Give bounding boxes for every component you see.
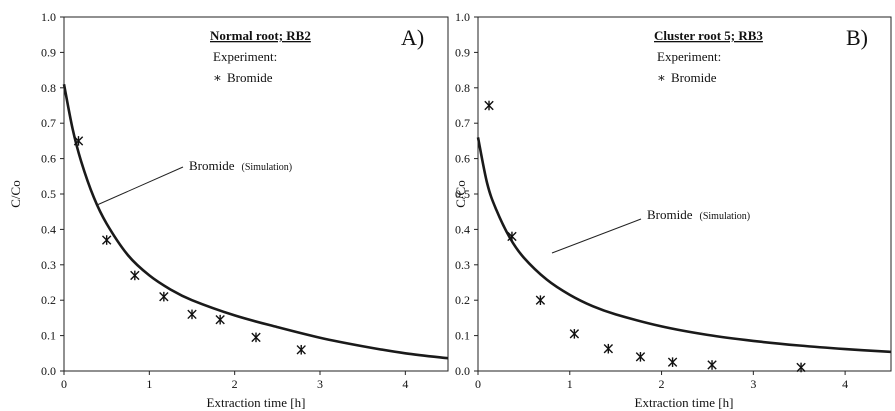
panel-b-experiment-point	[796, 362, 806, 373]
panel-b-x-tick-label: 0	[475, 377, 481, 391]
panel-a-x-tick-label: 1	[146, 377, 152, 391]
panel-b-y-tick-label: 0.1	[455, 329, 470, 343]
panel-a-experiment-point	[73, 136, 84, 146]
panel-a-experiment-point	[187, 309, 197, 320]
panel-b-experiment-point	[535, 295, 546, 305]
panel-b-title: Cluster root 5; RB3	[654, 28, 763, 43]
panel-b-experiment-point	[667, 357, 678, 367]
panel-b-experiment-point	[707, 360, 717, 370]
panel-b-y-axis-label: C/Co	[453, 180, 468, 207]
panel-b-x-tick-label: 1	[567, 377, 573, 391]
panel-a-x-tick-label: 3	[317, 377, 323, 391]
panel-a-experiment-point	[215, 314, 225, 325]
panel-a-y-tick-label: 0.4	[41, 222, 56, 236]
panel-a-x-axis: 0 1 2 3 4	[61, 371, 408, 391]
panel-b-annotation-small: (Simulation)	[700, 211, 751, 222]
panel-a-y-tick-label: 0.0	[41, 364, 56, 378]
panel-a-x-tick-label: 0	[61, 377, 67, 391]
panel-a-experiment-point	[159, 291, 169, 302]
panel-b-experiment-point	[569, 329, 580, 339]
panel-a-y-tick-label: 0.5	[41, 187, 56, 201]
panel-b-y-tick-label: 0.9	[455, 45, 470, 59]
panel-b-letter: B)	[846, 25, 868, 50]
panel-a-experiment-point	[101, 235, 112, 245]
panel-b-experiment-point	[507, 231, 517, 242]
panel-a-y-tick-label: 0.2	[41, 293, 56, 307]
panel-b-x-axis: 0 1 2 3 4	[475, 371, 848, 391]
panel-a-y-tick-label: 1.0	[41, 10, 56, 24]
panel-b-y-tick-label: 0.2	[455, 293, 470, 307]
panel-b-annotation-leader	[551, 218, 642, 254]
panel-a-y-axis: 0.0 0.1 0.2 0.3 0.4 0.5 0.6 0.7 0.8 0.9 1.0	[41, 10, 64, 378]
panel-a-y-axis-label: C/Co	[8, 180, 23, 207]
panel-b-x-tick-label: 3	[750, 377, 756, 391]
panel-a-y-tick-label: 0.3	[41, 258, 56, 272]
panel-a-legend-heading: Experiment:	[213, 49, 277, 64]
panel-a-x-axis-label: Extraction time [h]	[207, 395, 306, 410]
panel-a-experiment-points	[73, 136, 306, 355]
panel-a-y-tick-label: 0.6	[41, 152, 56, 166]
panel-b-experiment-point	[603, 343, 614, 354]
panel-b-x-axis-label: Extraction time [h]	[635, 395, 734, 410]
panel-a-y-tick-label: 0.7	[41, 116, 56, 130]
panel-b-x-tick-label: 4	[842, 377, 848, 391]
panel-b-annotation: Bromide (Simulation)	[647, 206, 750, 223]
panel-b-y-axis: 0.0 0.1 0.2 0.3 0.4 0.5 0.6 0.7 0.8 0.9 1.0	[455, 10, 478, 378]
panel-b-y-tick-label: 0.6	[455, 152, 470, 166]
panel-b-y-tick-label: 1.0	[455, 10, 470, 24]
panel-a-simulation-curve	[62, 84, 449, 360]
panel-b-legend-heading: Experiment:	[657, 49, 721, 64]
panel-a-annotation: Bromide (Simulation)	[189, 157, 292, 174]
panel-a-annotation-main: Bromide	[189, 158, 235, 173]
panel-a-x-tick-label: 2	[232, 377, 238, 391]
panel-a-y-tick-label: 0.1	[41, 329, 56, 343]
panel-a-annotation-small: (Simulation)	[242, 162, 293, 173]
panel-b-y-tick-label: 0.4	[455, 222, 470, 236]
panel-b-experiment-point	[484, 100, 494, 111]
panel-a-experiment-point	[251, 332, 261, 343]
panel-a-experiment-point	[296, 344, 306, 355]
panel-a-y-tick-label: 0.8	[41, 81, 56, 95]
panel-b-y-tick-label: 0.8	[455, 81, 470, 95]
panel-a-y-tick-label: 0.9	[41, 45, 56, 59]
panel-a-letter: A)	[401, 25, 424, 50]
panel-a-annotation-leader	[96, 166, 184, 206]
panel-b-y-tick-label: 0.0	[455, 364, 470, 378]
panel-a-x-tick-label: 4	[402, 377, 408, 391]
panel-b-y-tick-label: 0.5	[455, 187, 470, 201]
panel-a-legend-label: Bromide	[227, 70, 273, 85]
panel-b-y-tick-label: 0.3	[455, 258, 470, 272]
panel-b-simulation-curve	[476, 137, 892, 354]
panel-a-experiment-point	[130, 270, 140, 281]
panel-b-experiment-point	[635, 352, 646, 362]
panel-a-title: Normal root; RB2	[210, 28, 311, 43]
panel-b-y-tick-label: 0.7	[455, 116, 470, 130]
panel-b-experiment-points	[484, 100, 806, 373]
panel-b-x-tick-label: 2	[659, 377, 665, 391]
panel-a-legend-marker: ∗	[213, 70, 222, 85]
panel-b-annotation-main: Bromide	[647, 207, 693, 222]
panel-b-legend-marker: ∗	[657, 70, 666, 85]
panel-b-legend-label: Bromide	[671, 70, 717, 85]
